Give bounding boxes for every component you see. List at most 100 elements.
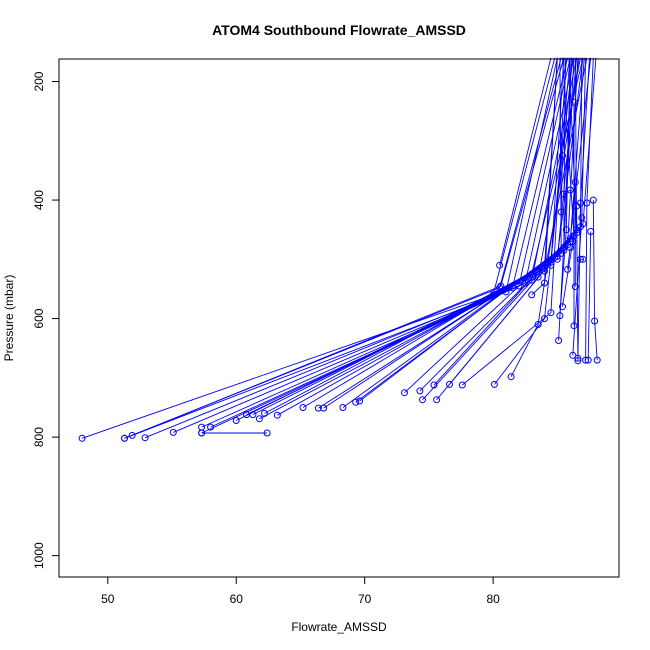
series-line [449, 57, 597, 385]
data-point [430, 381, 438, 389]
data-point [528, 291, 536, 299]
series-48 [528, 57, 558, 299]
series-line [592, 200, 598, 361]
data-point [570, 98, 578, 106]
data-point [419, 396, 426, 404]
data-point [339, 404, 347, 411]
data-point [352, 398, 360, 406]
data-point [198, 429, 206, 437]
y-tick-label: 400 [32, 190, 46, 210]
data-point [490, 380, 498, 388]
axes-layer: 50 60 70 80 200 400 600 800 1000 [32, 71, 500, 606]
data-point [433, 396, 441, 404]
data-point [458, 381, 466, 389]
data-point [416, 387, 424, 395]
series-line [144, 57, 569, 439]
data-point [314, 404, 322, 412]
series-line [318, 57, 562, 409]
series-line [562, 241, 574, 307]
data-point [589, 196, 597, 204]
series-31 [507, 57, 580, 381]
data-point [356, 397, 364, 405]
data-point [255, 415, 263, 423]
y-axis-label: Pressure (mbar) [2, 275, 16, 362]
series-line [577, 57, 590, 361]
data-point [591, 317, 599, 325]
data-point [566, 244, 574, 251]
data-point [496, 261, 504, 269]
data-point [556, 312, 564, 320]
data-point [207, 423, 215, 431]
data-point [249, 411, 257, 419]
data-point [559, 303, 566, 311]
data-point [579, 255, 587, 263]
data-point [299, 404, 307, 411]
series-42 [557, 152, 566, 216]
data-point [574, 357, 582, 365]
series-line [355, 57, 579, 403]
data-point [562, 226, 570, 234]
data-point [578, 214, 586, 222]
data-point [547, 309, 555, 317]
x-tick-label: 60 [230, 592, 244, 606]
data-point [559, 152, 566, 160]
series-47 [564, 244, 574, 273]
series-line [559, 57, 571, 316]
data-point [557, 208, 565, 216]
data-point [571, 283, 579, 291]
series-29 [458, 57, 567, 389]
x-tick-label: 50 [101, 592, 115, 606]
series-41 [571, 178, 579, 291]
data-point [515, 282, 523, 290]
x-axis-label: Flowrate_AMSSD [291, 620, 387, 634]
series-line [572, 57, 587, 356]
data-point [141, 434, 149, 442]
series-line [587, 231, 592, 361]
series-45 [559, 238, 577, 311]
series-44 [556, 57, 571, 320]
series-32 [496, 57, 552, 269]
data-point [128, 431, 136, 439]
series-line [585, 57, 594, 361]
series-46 [577, 255, 587, 263]
series-34 [569, 57, 587, 359]
data-point [564, 265, 572, 273]
plot-frame [58, 58, 620, 578]
data-point [571, 178, 579, 186]
series-line [132, 57, 565, 436]
data-point [584, 356, 592, 364]
series-line [531, 57, 558, 296]
series-line [576, 205, 579, 359]
data-point [569, 238, 577, 245]
series-line [462, 57, 567, 386]
data-layer [78, 57, 601, 442]
data-point [261, 409, 268, 417]
y-tick-label: 1000 [32, 542, 46, 569]
series-line [494, 57, 574, 385]
chart-title: ATOM4 Southbound Flowrate_AMSSD [212, 22, 466, 38]
data-point [507, 373, 515, 381]
data-point [320, 404, 328, 412]
data-point [446, 380, 453, 388]
series-line [499, 57, 552, 266]
series-15 [198, 429, 271, 437]
x-tick-label: 70 [358, 592, 372, 606]
data-point [273, 411, 281, 419]
data-point [570, 322, 578, 330]
data-point [541, 279, 548, 287]
series-30 [490, 57, 574, 388]
data-point [541, 315, 548, 323]
data-point [577, 255, 584, 263]
series-38 [584, 228, 595, 364]
y-tick-label: 800 [32, 427, 46, 447]
series-line [560, 155, 563, 212]
series-line [510, 57, 580, 377]
data-point [569, 351, 577, 359]
series-40 [570, 98, 578, 330]
data-point [169, 428, 177, 436]
data-point [78, 434, 86, 442]
data-point [401, 389, 408, 397]
y-tick-label: 200 [32, 71, 46, 91]
data-point [263, 429, 271, 437]
